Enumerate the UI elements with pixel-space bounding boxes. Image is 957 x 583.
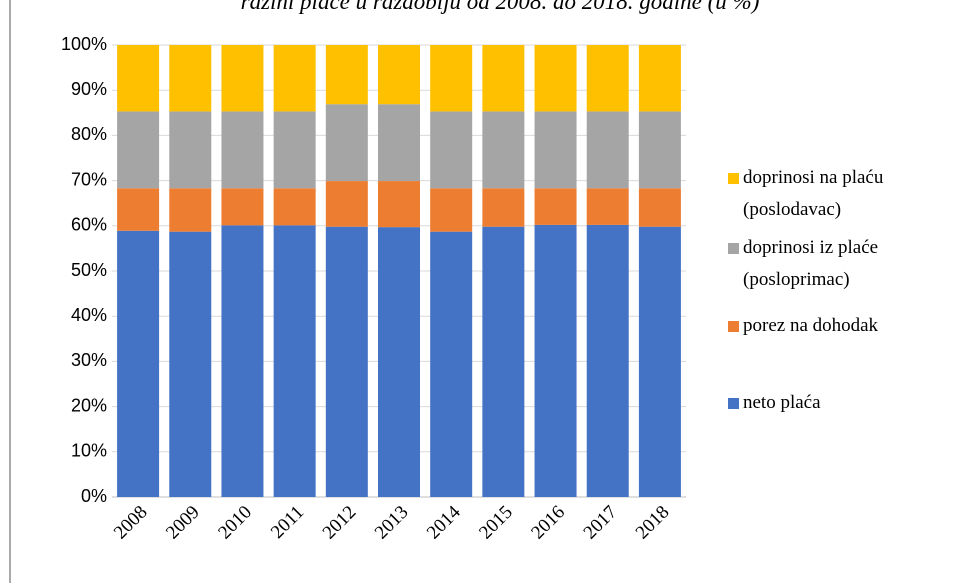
bar-segment [482, 226, 525, 498]
y-tick-label: 0% [81, 486, 107, 506]
bar-segment [586, 111, 629, 189]
y-tick-label: 70% [71, 169, 107, 189]
bar-segment [273, 45, 316, 112]
legend-item: porez na dohodak [728, 310, 943, 342]
x-tick-label: 2009 [162, 502, 204, 544]
bar-segment [273, 225, 316, 497]
bar-segment [117, 188, 160, 231]
x-tick-label: 2013 [371, 502, 413, 544]
bar-segment [221, 45, 264, 112]
y-tick-label: 50% [71, 260, 107, 280]
bar-segment [586, 45, 629, 112]
bar-segment [325, 104, 368, 182]
bar-segment [117, 230, 160, 497]
y-tick-label: 40% [71, 305, 107, 325]
bar-segment [430, 231, 473, 497]
bar-segment [534, 111, 577, 189]
legend-item: doprinosi na plaću (poslodavac) [728, 162, 943, 226]
legend-item: doprinosi iz plaće (posloprimac) [728, 232, 943, 296]
bar-segment [638, 111, 681, 189]
bar-segment [638, 188, 681, 227]
bar-segment [221, 111, 264, 189]
bar-segment [430, 111, 473, 189]
x-tick-label: 2017 [580, 502, 622, 544]
bar-segment [378, 227, 420, 497]
bar-segment [169, 188, 212, 232]
x-tick-label: 2015 [475, 502, 517, 544]
legend-item: neto plaća [728, 387, 943, 419]
bar-segment [482, 45, 525, 112]
bar-segment [169, 45, 212, 112]
y-tick-label: 20% [71, 395, 107, 415]
bar-segment [325, 45, 368, 105]
bar-segment [169, 231, 212, 497]
x-tick-label: 2010 [214, 502, 256, 544]
y-tick-label: 30% [71, 350, 107, 370]
bar-segment [534, 224, 577, 497]
chart-border [9, 0, 11, 583]
bar-segment [534, 188, 577, 225]
y-tick-label: 100% [61, 34, 107, 54]
x-tick-label: 2018 [632, 502, 674, 544]
y-tick-label: 10% [71, 441, 107, 461]
legend-label: doprinosi na plaću (poslodavac) [743, 167, 884, 220]
bar-segment [273, 188, 316, 226]
bar-segment [117, 45, 160, 112]
bar-segment [638, 226, 681, 498]
bar-segment [482, 111, 525, 189]
bar-segment [325, 226, 368, 498]
bar-segment [169, 111, 212, 189]
y-tick-label: 60% [71, 215, 107, 235]
bar-segment [221, 225, 264, 497]
bar-segment [221, 188, 264, 226]
legend-label: neto plaća [743, 392, 821, 413]
bar-segment [117, 111, 160, 189]
bar-segment [586, 188, 629, 225]
x-tick-label: 2014 [423, 501, 465, 543]
legend-label: doprinosi iz plaće (posloprimac) [743, 237, 879, 290]
chart-title: razini plaće u razdoblju od 2008. do 201… [241, 0, 760, 14]
legend-swatch [728, 398, 739, 409]
bar-segment [378, 104, 420, 182]
x-tick-label: 2012 [319, 502, 361, 544]
legend-swatch [728, 321, 739, 332]
bar-segment [430, 188, 473, 232]
bar-segment [586, 224, 629, 497]
bar-segment [482, 188, 525, 227]
y-tick-label: 90% [71, 79, 107, 99]
x-tick-label: 2011 [267, 502, 308, 543]
bar-segment [430, 45, 473, 112]
y-tick-label: 80% [71, 124, 107, 144]
legend-swatch [728, 243, 739, 254]
bar-segment [378, 45, 420, 105]
bar-segment [638, 45, 681, 112]
legend-label: porez na dohodak [743, 315, 879, 336]
legend-swatch [728, 173, 739, 184]
bar-segment [273, 111, 316, 189]
x-tick-label: 2016 [527, 502, 569, 544]
bar-segment [325, 181, 368, 227]
bar-segment [534, 45, 577, 112]
bar-segment [378, 181, 420, 228]
x-tick-label: 2008 [110, 502, 152, 544]
